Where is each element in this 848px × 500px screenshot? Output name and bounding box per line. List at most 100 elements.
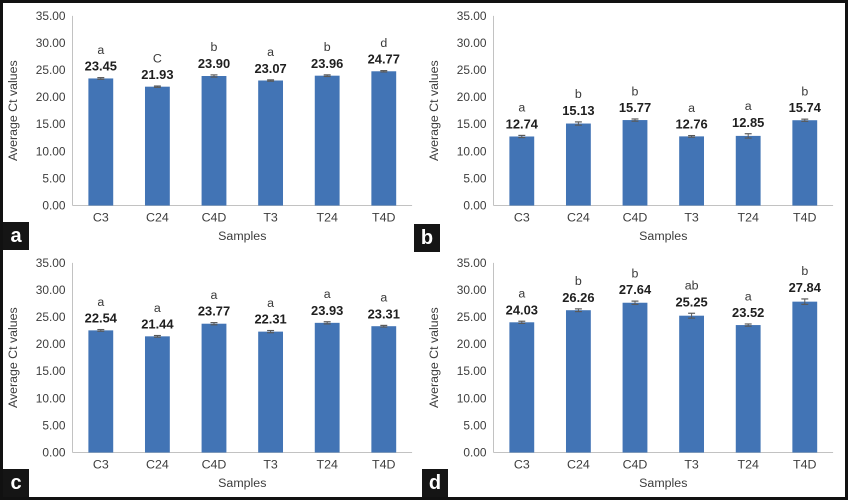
x-tick-label: T3: [263, 457, 278, 471]
significance-letter: b: [632, 84, 639, 98]
x-tick-label: C24: [146, 457, 169, 471]
bar: [679, 136, 705, 206]
y-tick-label: 20.00: [36, 337, 66, 351]
x-tick-label: C24: [567, 457, 590, 471]
bar: [88, 78, 114, 206]
significance-letter: a: [267, 296, 274, 310]
y-tick-label: 10.00: [36, 144, 66, 158]
x-tick-label: T4D: [793, 457, 816, 471]
bar-value-label: 15.13: [562, 103, 594, 118]
y-tick-label: 25.00: [36, 310, 66, 324]
significance-letter: a: [745, 99, 752, 113]
bar-value-label: 23.93: [311, 303, 343, 318]
bar: [565, 310, 591, 453]
x-tick-label: T4D: [372, 210, 395, 224]
y-tick-label: 20.00: [36, 90, 66, 104]
y-tick-label: 0.00: [463, 199, 487, 213]
bar: [679, 315, 705, 453]
y-tick-label: 5.00: [42, 418, 66, 432]
bar-value-label: 27.64: [619, 282, 652, 297]
significance-letter: ab: [685, 279, 699, 293]
y-tick-label: 20.00: [457, 90, 487, 104]
significance-letter: a: [154, 301, 161, 315]
bar: [792, 301, 818, 453]
y-tick-label: 30.00: [36, 283, 66, 297]
significance-letter: b: [575, 274, 582, 288]
y-tick-label: 30.00: [36, 36, 66, 50]
bar-value-label: 24.03: [506, 302, 538, 317]
x-tick-label: T24: [316, 457, 337, 471]
x-tick-label: T24: [316, 210, 337, 224]
y-tick-label: 25.00: [457, 63, 487, 77]
x-axis-title: Samples: [218, 476, 266, 490]
bar-value-label: 21.44: [141, 317, 174, 332]
panel-label-c: c: [3, 469, 29, 497]
significance-letter: d: [380, 36, 387, 50]
bar-value-label: 23.52: [732, 305, 764, 320]
significance-letter: C: [153, 51, 162, 65]
y-axis-title: Average Ct values: [427, 307, 441, 408]
bar-value-label: 23.96: [311, 56, 343, 71]
significance-letter: a: [324, 287, 331, 301]
bar: [509, 136, 535, 206]
bar: [735, 135, 761, 206]
x-tick-label: C4D: [623, 457, 648, 471]
y-tick-label: 0.00: [42, 446, 66, 460]
bar-value-label: 15.77: [619, 100, 651, 115]
significance-letter: a: [518, 101, 525, 115]
y-tick-label: 15.00: [36, 364, 66, 378]
y-tick-label: 15.00: [457, 117, 487, 131]
chart-panel-c: 0.00 5.00 10.00 15.00 20.00 25.00 30.00 35.00 22…: [3, 250, 424, 497]
bar-value-label: 12.74: [506, 117, 539, 132]
y-tick-label: 15.00: [457, 364, 487, 378]
y-tick-label: 10.00: [457, 144, 487, 158]
significance-letter: a: [267, 45, 274, 59]
bar-value-label: 27.84: [789, 280, 822, 295]
bar-value-label: 15.74: [789, 100, 822, 115]
y-tick-label: 10.00: [36, 391, 66, 405]
significance-letter: a: [97, 43, 104, 57]
bar-value-label: 26.26: [562, 290, 594, 305]
bar-value-label: 21.93: [141, 67, 173, 82]
x-tick-label: T4D: [793, 210, 816, 224]
y-tick-label: 15.00: [36, 117, 66, 131]
x-tick-label: C24: [567, 210, 590, 224]
y-tick-label: 20.00: [457, 337, 487, 351]
y-tick-label: 5.00: [463, 418, 487, 432]
bar-value-label: 24.77: [368, 52, 400, 67]
bar-value-label: 23.07: [254, 61, 286, 76]
x-tick-label: C4D: [623, 210, 648, 224]
significance-letter: a: [211, 288, 218, 302]
bar-chart-c: 0.00 5.00 10.00 15.00 20.00 25.00 30.00 35.00 22…: [6, 256, 413, 490]
x-tick-label: T3: [684, 457, 699, 471]
bar-chart-a: 0.00 5.00 10.00 15.00 20.00 25.00 30.00 35.00 23…: [6, 9, 413, 243]
significance-letter: a: [97, 295, 104, 309]
y-tick-label: 0.00: [463, 446, 487, 460]
y-tick-label: 35.00: [457, 9, 487, 23]
y-tick-label: 10.00: [457, 391, 487, 405]
x-tick-label: C3: [514, 210, 530, 224]
y-tick-label: 5.00: [42, 171, 66, 185]
significance-letter: a: [380, 291, 387, 305]
significance-letter: b: [211, 40, 218, 54]
bar: [88, 330, 114, 453]
bar: [258, 80, 284, 206]
bar-value-label: 22.54: [85, 311, 118, 326]
bar: [565, 123, 591, 206]
significance-letter: a: [688, 101, 695, 115]
significance-letter: a: [745, 289, 752, 303]
panel-label-b: b: [414, 224, 440, 252]
significance-letter: b: [324, 40, 331, 54]
x-axis-title: Samples: [639, 476, 687, 490]
y-axis-title: Average Ct values: [6, 60, 20, 161]
panel-label-d: d: [422, 469, 448, 497]
bar-value-label: 23.77: [198, 304, 230, 319]
significance-letter: b: [575, 87, 582, 101]
bar: [792, 120, 818, 206]
y-tick-label: 25.00: [36, 63, 66, 77]
chart-panel-d: 0.00 5.00 10.00 15.00 20.00 25.00 30.00 35.00 24…: [424, 250, 845, 497]
x-tick-label: T24: [737, 210, 758, 224]
significance-letter: b: [801, 264, 808, 278]
y-tick-label: 5.00: [463, 171, 487, 185]
y-tick-label: 30.00: [457, 36, 487, 50]
